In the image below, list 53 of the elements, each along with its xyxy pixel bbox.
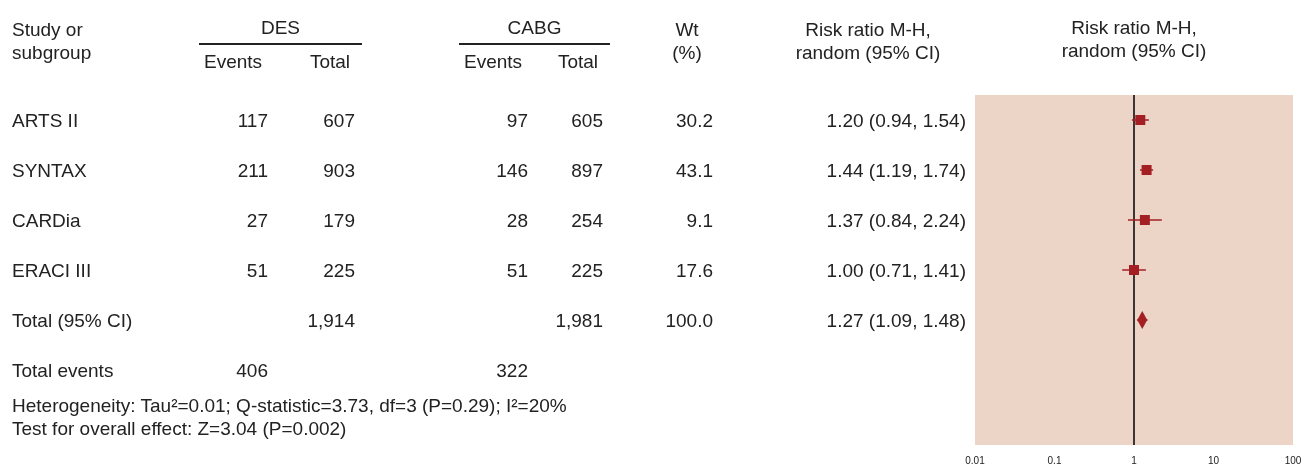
text: 897 [571,160,603,181]
text: 30.2 [676,110,713,131]
text: 1.20 (0.94, 1.54) [826,110,966,131]
text: 9.1 [686,210,713,231]
category-label: Total [557,51,599,72]
x-tick-label: 100 [1284,455,1302,466]
text: 100.0 [665,310,713,331]
text: Test for overall effect: Z=3.04 (P=0.002) [12,418,347,439]
category-label: Study or subgroup [12,19,92,63]
text: 225 [571,260,603,281]
category-label: ARTS II [12,110,79,131]
category-label: Risk ratio M-H, random (95% CI) [795,19,941,63]
text: 97 [506,110,528,131]
category-label: SYNTAX [12,160,87,181]
category-label: Events [463,51,523,72]
chart-title: Risk ratio M-H, random (95% CI) [1061,17,1207,61]
text: 1,981 [555,310,603,331]
text: 1.44 (1.19, 1.74) [826,160,966,181]
category-label: CARDia [12,210,81,231]
category-label: ERACI III [12,260,92,281]
text: 179 [323,210,355,231]
text: 51 [246,260,268,281]
category-label: Total [309,51,351,72]
text: 28 [506,210,528,231]
text: 1.00 (0.71, 1.41) [826,260,966,281]
text: 903 [323,160,355,181]
text: 117 [237,110,268,131]
text: Heterogeneity: Tau²=0.01; Q-statistic=3.73, df=3 (P=0.29); I²=20% [12,395,567,416]
text: 146 [496,160,528,181]
x-tick-label: 0.1 [1047,455,1062,466]
text: 1.37 (0.84, 2.24) [826,210,966,231]
text: 1.27 (1.09, 1.48) [826,310,966,331]
category-label: Events [203,51,263,72]
text: 1,914 [307,310,355,331]
text: 254 [571,210,603,231]
x-tick-label: 1 [1131,455,1138,466]
text: 51 [506,260,528,281]
text: 406 [236,360,268,381]
text: DES [260,17,301,38]
text: 225 [323,260,355,281]
category-label: Wt (%) [672,19,702,63]
text: 17.6 [676,260,713,281]
text: 27 [246,210,268,231]
category-label: Total events [12,360,114,381]
text: 605 [571,110,603,131]
text: 211 [237,160,268,181]
text: CABG [507,17,562,38]
x-tick-label: 0.01 [965,455,986,466]
text: 607 [323,110,355,131]
x-tick-label: 10 [1207,455,1220,466]
text: 43.1 [676,160,713,181]
text: 322 [496,360,528,381]
category-label: Total (95% CI) [12,310,133,331]
